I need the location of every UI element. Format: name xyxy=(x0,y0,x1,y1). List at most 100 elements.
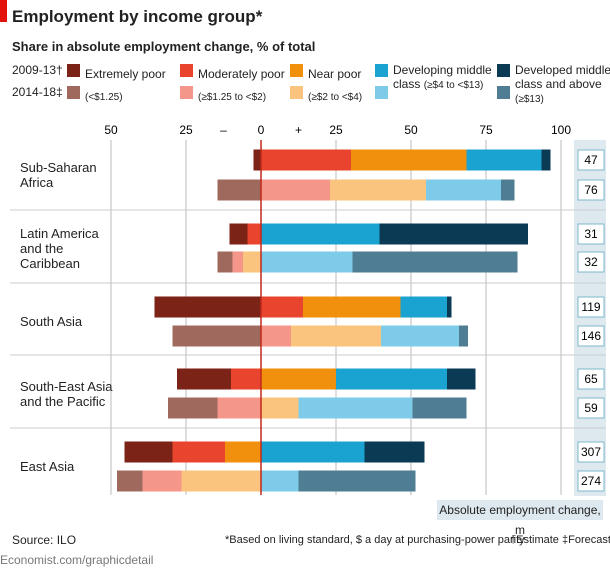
footnote: ‡Forecast xyxy=(562,534,610,546)
bar-segment xyxy=(229,223,248,245)
total-box xyxy=(577,296,605,318)
totals-label: Absolute employment change, m xyxy=(437,500,603,537)
bar-segment xyxy=(177,368,231,390)
total-label: 47 xyxy=(584,153,598,167)
total-box xyxy=(577,470,605,492)
bar-segment xyxy=(217,179,261,201)
bar-segment xyxy=(261,296,303,318)
bar-segment xyxy=(181,470,261,492)
bar-segment xyxy=(459,325,468,347)
x-tick-label: 50 xyxy=(104,123,118,137)
brand-mark xyxy=(0,0,7,22)
total-box xyxy=(577,149,605,171)
bar-segment xyxy=(261,251,353,273)
total-box xyxy=(577,325,605,347)
x-tick-label: 75 xyxy=(479,123,493,137)
bar-segment xyxy=(261,368,336,390)
bar-segment xyxy=(261,441,365,463)
legend-entry: Extremely poor (<$1.25) xyxy=(85,63,185,109)
total-label: 59 xyxy=(584,401,598,415)
bar-segment xyxy=(261,470,299,492)
total-label: 32 xyxy=(584,255,598,269)
bar-segment xyxy=(225,441,261,463)
category-label: East Asia xyxy=(20,458,75,474)
total-box xyxy=(577,251,605,273)
legend-name: Near poor xyxy=(308,67,362,81)
total-label: 65 xyxy=(584,372,598,386)
bar-segment xyxy=(298,397,413,419)
chart-subtitle: Share in absolute employment change, % o… xyxy=(12,39,316,54)
x-tick-label: 25 xyxy=(329,123,343,137)
axis-sign: + xyxy=(295,123,302,137)
legend-name: Developing middle class xyxy=(393,63,492,91)
legend-entry: Developing middle class (≥$4 to <$13) xyxy=(393,63,495,93)
bar-segment xyxy=(501,179,515,201)
bar-segment xyxy=(261,179,330,201)
category-label: South-East Asia and the Pacific xyxy=(20,378,113,409)
bar-segment xyxy=(447,296,452,318)
legend-swatch xyxy=(497,86,510,99)
bar-segment xyxy=(124,441,173,463)
x-tick-label: 50 xyxy=(404,123,418,137)
total-box xyxy=(577,179,605,201)
bar-segment xyxy=(217,397,261,419)
bar-segment xyxy=(168,397,218,419)
period-label: 2014-18‡ xyxy=(12,85,63,99)
bar-segment xyxy=(379,223,528,245)
bar-segment xyxy=(412,397,467,419)
legend-swatch xyxy=(375,86,388,99)
credit: Economist.com/graphicdetail xyxy=(0,553,154,567)
category-label: Sub-Saharan Africa xyxy=(20,160,97,190)
bar-segment xyxy=(336,368,447,390)
bar-segment xyxy=(426,179,501,201)
legend-swatch xyxy=(497,64,510,77)
bar-segment xyxy=(298,470,416,492)
axis-sign: – xyxy=(220,123,227,137)
bar-segment xyxy=(231,368,261,390)
legend-entry: Developed middle class and above (≥$13) xyxy=(515,63,610,107)
legend-name: Developed middle class and above xyxy=(515,63,610,91)
x-tick-label: 25 xyxy=(179,123,193,137)
bar-segment xyxy=(466,149,542,171)
bar-segment xyxy=(364,441,425,463)
bar-segment xyxy=(261,223,380,245)
total-label: 307 xyxy=(581,445,601,459)
total-box xyxy=(577,441,605,463)
bar-segment xyxy=(381,325,459,347)
bar-segment xyxy=(253,149,261,171)
category-label: Latin America and the Caribbean xyxy=(20,226,99,271)
total-box xyxy=(577,397,605,419)
legend-name: Extremely poor xyxy=(85,67,166,81)
footnote: *Based on living standard, $ a day at pu… xyxy=(225,534,525,546)
bar-segment xyxy=(291,325,381,347)
bar-segment xyxy=(142,470,182,492)
bar-segment xyxy=(352,251,518,273)
source: Source: ILO xyxy=(12,533,77,547)
total-label: 274 xyxy=(581,474,601,488)
period-label: 2009-13† xyxy=(12,63,63,77)
bar-segment xyxy=(247,223,261,245)
bar-segment xyxy=(261,397,299,419)
legend-swatch xyxy=(290,64,303,77)
legend-swatch xyxy=(375,64,388,77)
bar-segment xyxy=(303,296,401,318)
bar-segment xyxy=(261,149,351,171)
legend-range: (≥$2 to <$4) xyxy=(308,92,363,103)
legend-range: (≥$4 to <$13) xyxy=(423,80,484,91)
x-tick-label: 0 xyxy=(258,123,265,137)
bar-segment xyxy=(447,368,476,390)
legend-swatch xyxy=(67,86,80,99)
bar-segment xyxy=(232,251,243,273)
chart-title: Employment by income group* xyxy=(12,7,263,26)
total-box xyxy=(577,368,605,390)
legend-swatch xyxy=(180,86,193,99)
x-tick-label: 100 xyxy=(551,123,571,137)
total-label: 31 xyxy=(584,227,598,241)
footnote: †Estimate xyxy=(510,534,559,546)
bar-segment xyxy=(172,441,225,463)
legend-swatch xyxy=(290,86,303,99)
bar-segment xyxy=(261,325,291,347)
total-label: 119 xyxy=(581,300,600,314)
